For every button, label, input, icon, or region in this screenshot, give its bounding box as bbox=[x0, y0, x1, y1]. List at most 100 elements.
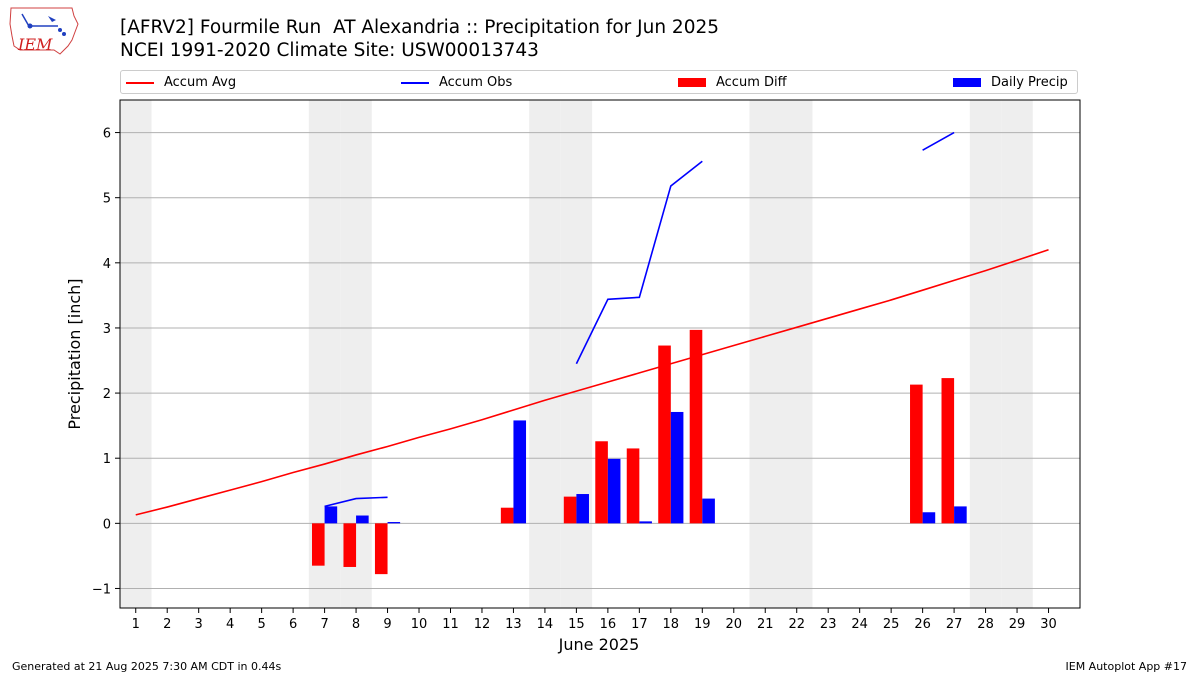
legend-item-daily-precip: Daily Precip bbox=[953, 74, 1068, 92]
x-tick-label: 5 bbox=[257, 617, 265, 632]
daily-precip-bar bbox=[639, 521, 652, 524]
accum-diff-bar bbox=[563, 496, 577, 524]
accum-diff-bar bbox=[595, 441, 608, 524]
daily-precip-bar bbox=[324, 506, 338, 524]
plot-frame bbox=[119, 99, 1081, 609]
weekend-band bbox=[529, 100, 561, 608]
accum-avg-line bbox=[135, 249, 1049, 516]
x-tick-label: 29 bbox=[1009, 617, 1026, 632]
daily-precip-bar bbox=[513, 420, 527, 524]
legend: Accum Avg Accum Obs Accum Diff Daily Pre… bbox=[120, 70, 1078, 94]
legend-label-accum-avg: Accum Avg bbox=[164, 75, 237, 90]
daily-precip-bar bbox=[954, 506, 967, 524]
x-tick-label: 30 bbox=[1040, 617, 1057, 632]
x-tick-label: 14 bbox=[537, 617, 554, 632]
legend-swatch-accum-diff bbox=[678, 78, 706, 87]
x-tick-label: 16 bbox=[600, 617, 617, 632]
x-tick-label: 3 bbox=[195, 617, 203, 632]
accum-diff-bar bbox=[343, 523, 357, 567]
x-tick-label: 23 bbox=[820, 617, 837, 632]
weekend-band bbox=[1001, 100, 1033, 608]
chart-subtitle: NCEI 1991-2020 Climate Site: USW00013743 bbox=[120, 40, 539, 61]
x-tick-label: 24 bbox=[851, 617, 868, 632]
x-axis-ticks: 1 2 3 4 5 6 7 8 9 10 11 12 13 14 15 16 17 18 19 20 21 22 23 24 2… bbox=[132, 608, 1057, 632]
legend-swatch-accum-obs bbox=[401, 81, 429, 84]
legend-item-accum-diff: Accum Diff bbox=[678, 74, 787, 92]
daily-precip-bar bbox=[922, 512, 936, 524]
x-tick-label: 17 bbox=[631, 617, 648, 632]
weekend-band bbox=[780, 100, 813, 608]
accum-diff-bar bbox=[626, 448, 640, 524]
legend-label-accum-obs: Accum Obs bbox=[439, 75, 513, 90]
x-tick-label: 27 bbox=[946, 617, 963, 632]
legend-label-daily-precip: Daily Precip bbox=[991, 75, 1068, 90]
chart-title: [AFRV2] Fourmile Run AT Alexandria :: Pr… bbox=[120, 17, 720, 38]
lines bbox=[135, 131, 1049, 516]
x-axis-label: June 2025 bbox=[558, 635, 640, 654]
daily-precip-bar bbox=[702, 498, 715, 524]
accum-obs-line bbox=[575, 160, 703, 365]
y-tick-label: 6 bbox=[103, 127, 111, 142]
x-tick-label: 2 bbox=[163, 617, 171, 632]
accum-obs-line bbox=[324, 496, 388, 508]
x-tick-label: 28 bbox=[977, 617, 994, 632]
weekend-band bbox=[969, 100, 1002, 608]
y-tick-label: 2 bbox=[103, 387, 111, 402]
legend-swatch-accum-avg bbox=[126, 81, 154, 84]
x-tick-label: 20 bbox=[725, 617, 742, 632]
accum-diff-bar bbox=[689, 329, 703, 524]
x-tick-label: 25 bbox=[883, 617, 900, 632]
y-axis-ticks: −1 0 1 2 3 4 5 6 bbox=[92, 127, 120, 597]
legend-swatch-daily-precip bbox=[953, 78, 981, 87]
legend-item-accum-obs: Accum Obs bbox=[401, 74, 512, 92]
y-tick-label: 3 bbox=[103, 322, 111, 337]
daily-precip-bar bbox=[670, 411, 684, 524]
legend-label-accum-diff: Accum Diff bbox=[716, 75, 787, 90]
x-tick-label: 4 bbox=[226, 617, 234, 632]
y-axis-label: Precipitation [inch] bbox=[65, 278, 84, 429]
x-tick-label: 13 bbox=[505, 617, 522, 632]
weekend-band bbox=[120, 100, 152, 608]
footer-generated-text: Generated at 21 Aug 2025 7:30 AM CDT in … bbox=[12, 660, 282, 673]
accum-diff-bar bbox=[910, 384, 923, 524]
bars bbox=[312, 329, 967, 575]
x-tick-label: 6 bbox=[289, 617, 297, 632]
accum-diff-bar bbox=[658, 345, 671, 524]
weekend-bands bbox=[120, 100, 1033, 608]
x-tick-label: 26 bbox=[914, 617, 931, 632]
accum-diff-bar bbox=[941, 378, 955, 524]
iem-logo-text: IEM bbox=[17, 35, 53, 54]
x-tick-label: 22 bbox=[788, 617, 805, 632]
y-tick-label: 0 bbox=[103, 517, 111, 532]
footer-app-label: IEM Autoplot App #17 bbox=[1065, 660, 1188, 673]
x-tick-label: 7 bbox=[320, 617, 328, 632]
y-tick-label: −1 bbox=[92, 582, 111, 597]
x-tick-label: 21 bbox=[757, 617, 774, 632]
accum-diff-bar bbox=[312, 523, 325, 566]
y-tick-label: 5 bbox=[103, 192, 111, 207]
iem-logo: IEM bbox=[8, 6, 80, 58]
accum-diff-bar bbox=[500, 507, 514, 524]
iem-logo-graphic: IEM bbox=[9, 7, 79, 55]
x-tick-label: 8 bbox=[352, 617, 360, 632]
y-tick-label: 4 bbox=[103, 257, 111, 272]
x-tick-label: 19 bbox=[694, 617, 711, 632]
x-tick-label: 11 bbox=[442, 617, 459, 632]
daily-precip-bar bbox=[356, 515, 369, 524]
x-tick-label: 10 bbox=[411, 617, 428, 632]
x-tick-label: 1 bbox=[132, 617, 140, 632]
x-tick-label: 12 bbox=[474, 617, 491, 632]
x-tick-label: 9 bbox=[383, 617, 391, 632]
accum-obs-line bbox=[922, 131, 955, 151]
weekend-band bbox=[749, 100, 781, 608]
accum-diff-bar bbox=[374, 523, 388, 575]
daily-precip-bar bbox=[387, 522, 401, 524]
x-tick-label: 18 bbox=[663, 617, 680, 632]
daily-precip-bar bbox=[576, 494, 589, 524]
daily-precip-bar bbox=[607, 458, 621, 524]
x-tick-label: 15 bbox=[568, 617, 585, 632]
weekend-band bbox=[560, 100, 593, 608]
legend-item-accum-avg: Accum Avg bbox=[126, 74, 236, 92]
y-tick-label: 1 bbox=[103, 452, 111, 467]
